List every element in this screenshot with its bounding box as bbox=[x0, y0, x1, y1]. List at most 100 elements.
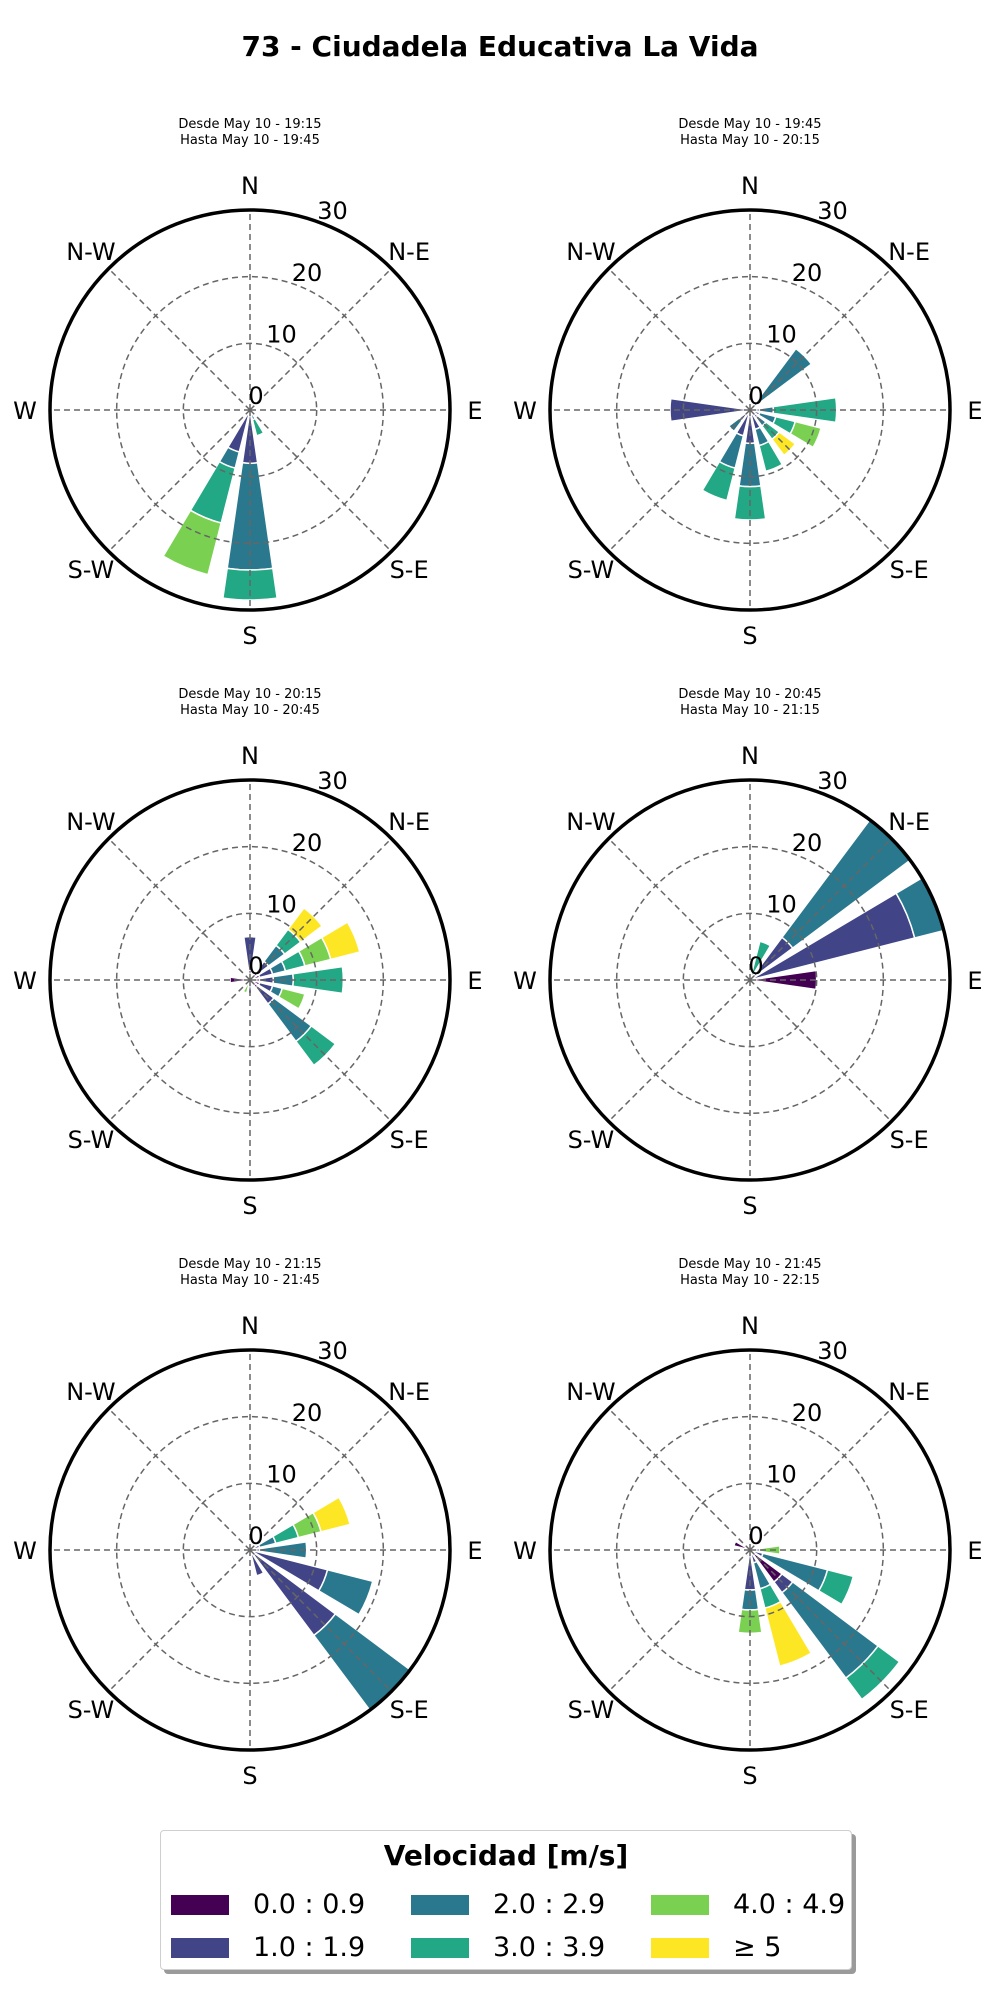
legend-item-4: 4.0 : 4.9 bbox=[651, 1889, 845, 1920]
outer-ring bbox=[48, 208, 452, 612]
legend-label: 2.0 : 2.9 bbox=[493, 1889, 606, 1920]
windrose-subtitle: Hasta May 10 - 20:15 bbox=[680, 133, 820, 148]
direction-label: N-E bbox=[888, 1378, 930, 1406]
windrose-bar bbox=[669, 397, 751, 423]
grid-spoke bbox=[608, 268, 751, 411]
grid-spoke bbox=[749, 979, 892, 1122]
grid-spoke bbox=[249, 838, 392, 981]
main-title: 73 - Ciudadela Educativa La Vida bbox=[241, 30, 759, 63]
radial-tick-label: 30 bbox=[317, 197, 348, 225]
legend-swatch bbox=[411, 1894, 469, 1915]
windrose-subtitle: Desde May 10 - 21:45 bbox=[678, 1257, 821, 1272]
windrose-bar bbox=[789, 420, 822, 449]
legend-item-3: 3.0 : 3.9 bbox=[411, 1932, 605, 1963]
windrose-bar bbox=[759, 1544, 781, 1556]
direction-label: E bbox=[467, 1537, 482, 1565]
legend-swatch bbox=[171, 1937, 229, 1958]
direction-label: N-E bbox=[388, 238, 430, 266]
legend-swatch bbox=[651, 1894, 709, 1915]
grid-spoke bbox=[108, 268, 251, 411]
direction-label: S bbox=[242, 1192, 257, 1220]
direction-label: S-W bbox=[568, 1696, 615, 1724]
grid-spoke bbox=[108, 838, 251, 981]
direction-label: W bbox=[13, 967, 37, 995]
direction-label: N bbox=[741, 172, 759, 200]
legend-item-1: 1.0 : 1.9 bbox=[171, 1932, 365, 1963]
grid-spoke bbox=[749, 838, 892, 981]
direction-label: S-W bbox=[68, 1126, 115, 1154]
grid-spoke bbox=[108, 979, 251, 1122]
direction-label: N-E bbox=[388, 1378, 430, 1406]
radial-tick-label: 20 bbox=[292, 829, 323, 857]
legend-label: ≥ 5 bbox=[733, 1932, 782, 1963]
direction-label: S-E bbox=[390, 556, 429, 584]
legend-swatch bbox=[411, 1937, 469, 1958]
windrose-subtitle: Desde May 10 - 20:45 bbox=[678, 687, 821, 702]
radial-tick-label: 30 bbox=[317, 767, 348, 795]
radial-tick-label: 10 bbox=[766, 320, 797, 348]
radial-tick-label: 0 bbox=[248, 382, 263, 410]
radial-tick-label: 10 bbox=[266, 320, 297, 348]
direction-label: W bbox=[13, 1537, 37, 1565]
windrose-bar bbox=[758, 440, 784, 473]
grid-ring bbox=[682, 912, 818, 1048]
direction-label: S-E bbox=[890, 1126, 929, 1154]
windrose-bar bbox=[251, 417, 265, 437]
windrose-subtitle: Hasta May 10 - 20:45 bbox=[180, 703, 320, 718]
windrose-bar bbox=[249, 1549, 265, 1577]
windrose-subtitle: Desde May 10 - 19:45 bbox=[678, 117, 821, 132]
grid-spoke bbox=[608, 409, 751, 552]
grid-ring bbox=[682, 1482, 818, 1618]
radial-tick-label: 10 bbox=[766, 890, 797, 918]
windrose-bar bbox=[292, 965, 345, 995]
direction-label: E bbox=[967, 397, 982, 425]
outer-ring bbox=[548, 778, 952, 1182]
radial-tick-label: 10 bbox=[266, 1460, 297, 1488]
grid-spoke bbox=[249, 409, 392, 552]
windrose-bar bbox=[312, 1496, 352, 1533]
legend-label: 0.0 : 0.9 bbox=[253, 1889, 366, 1920]
windrose-subtitle: Hasta May 10 - 21:45 bbox=[180, 1273, 320, 1288]
direction-label: E bbox=[467, 397, 482, 425]
direction-label: S-E bbox=[390, 1696, 429, 1724]
radial-tick-label: 30 bbox=[317, 1337, 348, 1365]
radial-tick-label: 10 bbox=[266, 890, 297, 918]
windrose-bar bbox=[317, 1568, 374, 1616]
direction-label: N bbox=[741, 742, 759, 770]
outer-ring bbox=[48, 778, 452, 1182]
radial-tick-label: 30 bbox=[817, 1337, 848, 1365]
radial-tick-label: 0 bbox=[248, 1522, 263, 1550]
legend-label: 4.0 : 4.9 bbox=[733, 1889, 846, 1920]
windrose-subtitle: Hasta May 10 - 22:15 bbox=[680, 1273, 820, 1288]
radial-tick-label: 20 bbox=[792, 259, 823, 287]
direction-label: S-E bbox=[890, 556, 929, 584]
legend-label: 1.0 : 1.9 bbox=[253, 1932, 366, 1963]
grid-spoke bbox=[749, 1408, 892, 1551]
direction-label: W bbox=[513, 967, 537, 995]
direction-label: N-W bbox=[66, 238, 115, 266]
grid-spoke bbox=[108, 1549, 251, 1692]
direction-label: N-W bbox=[566, 1378, 615, 1406]
direction-label: S bbox=[242, 1762, 257, 1790]
direction-label: S-E bbox=[390, 1126, 429, 1154]
outer-ring bbox=[548, 208, 952, 612]
outer-ring bbox=[548, 1348, 952, 1752]
radial-tick-label: 30 bbox=[817, 767, 848, 795]
direction-label: W bbox=[13, 397, 37, 425]
legend-item-5: ≥ 5 bbox=[651, 1932, 781, 1963]
windrose-bar bbox=[732, 1540, 751, 1551]
direction-label: E bbox=[967, 1537, 982, 1565]
legend-title: Velocidad [m/s] bbox=[383, 1839, 629, 1872]
legend: Velocidad [m/s] 0.0 : 0.9 1.0 : 1.9 2.0 … bbox=[160, 1830, 852, 1970]
windrose-bar bbox=[749, 940, 772, 981]
radial-tick-label: 20 bbox=[792, 829, 823, 857]
legend-label: 3.0 : 3.9 bbox=[493, 1932, 606, 1963]
grid-spoke bbox=[108, 409, 251, 552]
direction-label: S bbox=[742, 622, 757, 650]
radial-tick-label: 0 bbox=[748, 952, 763, 980]
